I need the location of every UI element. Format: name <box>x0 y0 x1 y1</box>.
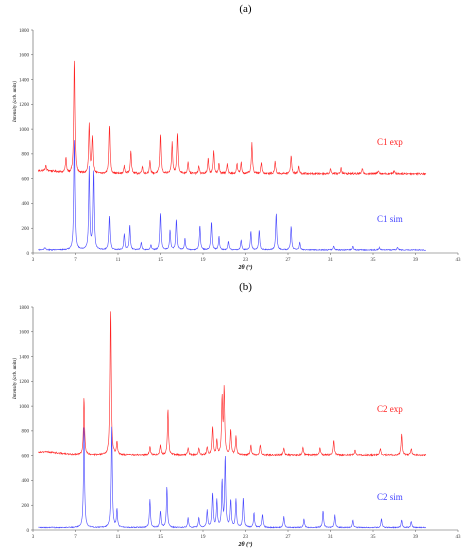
y-tick-label: 1200 <box>19 103 30 108</box>
x-tick-label: 27 <box>286 258 292 263</box>
y-tick-label: 1600 <box>19 54 30 59</box>
series-label: C1 sim <box>377 214 403 224</box>
x-tick-label: 27 <box>286 535 292 540</box>
y-axis-label: Intensity (arb. units) <box>13 358 18 400</box>
x-tick-label: 35 <box>371 258 377 263</box>
x-tick-label: 23 <box>243 258 249 263</box>
series-line-c1-exp <box>38 60 427 176</box>
x-tick-label: 39 <box>413 258 419 263</box>
series-label: C1 exp <box>377 137 403 147</box>
series-label: C2 sim <box>377 492 403 502</box>
x-tick-label: 31 <box>328 535 334 540</box>
y-tick-label: 0 <box>27 252 30 257</box>
y-tick-label: 1000 <box>19 405 30 410</box>
y-tick-label: 200 <box>22 227 30 232</box>
x-tick-label: 35 <box>371 535 377 540</box>
x-tick-label: 43 <box>456 535 462 540</box>
x-tick-label: 11 <box>116 535 121 540</box>
x-axis-label: 2θ (°) <box>237 541 252 548</box>
x-tick-label: 7 <box>74 258 77 263</box>
x-tick-label: 3 <box>32 535 35 540</box>
x-tick-label: 15 <box>158 258 164 263</box>
y-tick-label: 1200 <box>19 380 30 385</box>
chart-panel-1: (a) 0 200 400 600 800 1000 1200 1400 1600 1800 3 7 11… <box>13 3 461 271</box>
x-tick-label: 15 <box>158 535 164 540</box>
panel-label: (a) <box>239 3 252 15</box>
x-tick-label: 11 <box>116 258 121 263</box>
x-tick-label: 39 <box>413 535 419 540</box>
y-tick-label: 1800 <box>19 29 30 34</box>
y-tick-label: 1600 <box>19 331 30 336</box>
x-tick-label: 43 <box>456 258 462 263</box>
series-line-c1-sim <box>38 140 427 252</box>
y-tick-label: 400 <box>22 479 30 484</box>
y-tick-label: 1400 <box>19 355 30 360</box>
x-tick-label: 7 <box>74 535 77 540</box>
y-tick-label: 200 <box>22 504 30 509</box>
series-label: C2 exp <box>377 404 403 414</box>
x-tick-label: 23 <box>243 535 249 540</box>
y-tick-label: 1000 <box>19 128 30 133</box>
series-line-c2-exp <box>38 311 427 457</box>
x-tick-label: 19 <box>201 258 207 263</box>
series-line-c2-sim <box>38 426 426 529</box>
y-axis-label: Intensity (arb. units) <box>13 81 18 123</box>
y-tick-label: 400 <box>22 202 30 207</box>
x-tick-label: 19 <box>201 535 207 540</box>
y-tick-label: 600 <box>22 454 30 459</box>
y-tick-label: 600 <box>22 177 30 182</box>
y-tick-label: 1400 <box>19 78 30 83</box>
x-axis-label: 2θ (°) <box>237 264 252 271</box>
y-tick-label: 800 <box>22 153 30 158</box>
y-tick-label: 0 <box>27 529 30 534</box>
y-tick-label: 800 <box>22 430 30 435</box>
x-tick-label: 3 <box>32 258 35 263</box>
panel-label: (b) <box>239 281 252 293</box>
chart-panel-2: (b) 0 200 400 600 800 1000 1200 1400 1600 1800 3 7 11… <box>13 281 461 548</box>
x-tick-label: 31 <box>328 258 334 263</box>
y-tick-label: 1800 <box>19 306 30 311</box>
